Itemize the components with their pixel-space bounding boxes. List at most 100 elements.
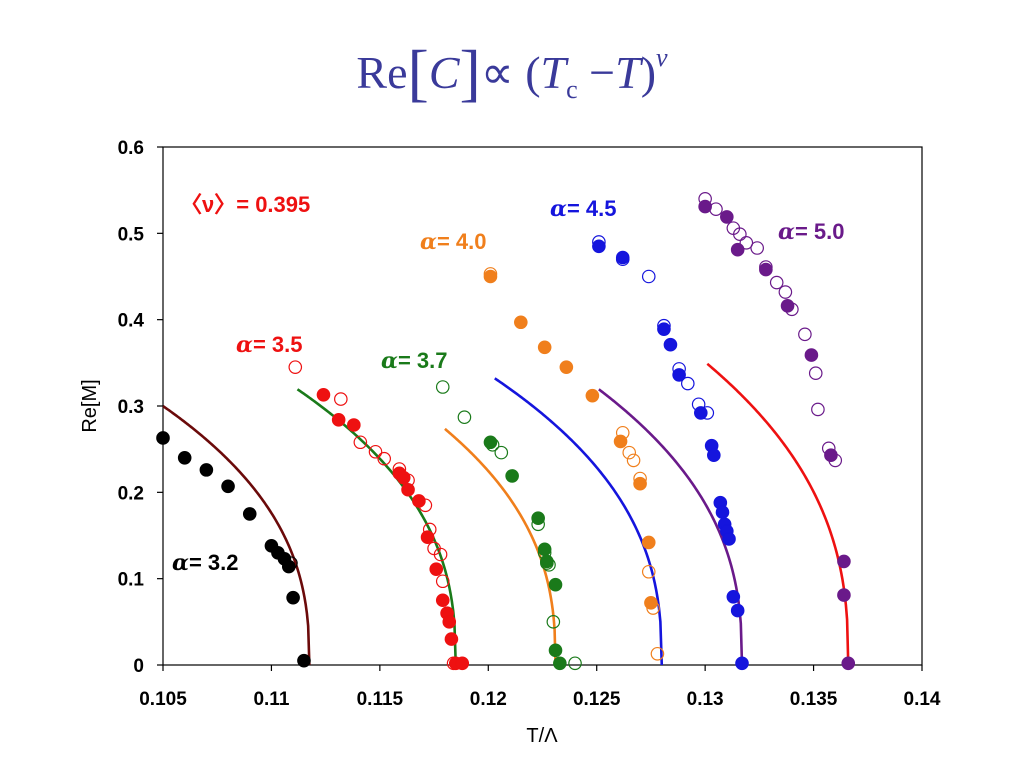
filled-point xyxy=(722,532,736,546)
alpha-value: = 5.0 xyxy=(795,219,845,244)
filled-point xyxy=(199,463,214,477)
open-point xyxy=(622,445,637,460)
filled-point xyxy=(537,340,552,355)
open-point xyxy=(546,615,561,629)
fit-curve xyxy=(494,377,664,666)
y-axis-ticks: 0 0.1 0.2 0.3 0.4 0.5 0.6 xyxy=(118,138,163,677)
filled-point xyxy=(585,388,600,403)
y-tick-label: 0.1 xyxy=(118,570,145,591)
alpha-symbol: α xyxy=(236,332,253,358)
alpha-symbol: α xyxy=(420,229,437,255)
open-point xyxy=(494,445,509,460)
filled-point xyxy=(804,348,819,362)
filled-point xyxy=(615,250,630,265)
filled-point xyxy=(444,632,459,646)
filled-point xyxy=(286,590,300,605)
filled-point xyxy=(531,511,545,526)
filled-point xyxy=(663,337,678,352)
open-point xyxy=(626,453,641,468)
filled-point xyxy=(837,588,851,602)
open-point xyxy=(641,564,656,579)
plot-area xyxy=(162,146,923,666)
alpha-value: = 4.5 xyxy=(567,196,617,221)
x-axis-title: T/Λ xyxy=(526,725,558,747)
filled-point xyxy=(537,542,552,557)
x-tick-label: 0.135 xyxy=(790,689,838,710)
open-point xyxy=(650,646,665,661)
filled-point xyxy=(613,434,628,449)
filled-point xyxy=(412,494,426,508)
filled-point xyxy=(331,413,346,427)
filled-point xyxy=(505,469,519,483)
open-point xyxy=(778,285,793,299)
filled-point xyxy=(540,554,554,569)
open-point xyxy=(377,451,391,466)
filled-point xyxy=(672,368,686,382)
open-point xyxy=(435,574,450,589)
filled-point xyxy=(483,269,498,284)
filled-point xyxy=(730,242,745,257)
title-re: Re xyxy=(356,47,408,98)
y-tick-label: 0 xyxy=(133,656,144,677)
y-tick-label: 0.6 xyxy=(118,138,144,159)
nu-annotation: 〈ν〉= 0.395 xyxy=(180,192,310,217)
filled-point xyxy=(698,199,712,214)
title-t2: T xyxy=(615,47,641,98)
open-point xyxy=(680,376,695,391)
filled-point xyxy=(242,507,257,521)
filled-point xyxy=(707,448,721,463)
open-point xyxy=(750,241,764,255)
open-point xyxy=(808,366,823,380)
series-label: α= 4.0 xyxy=(420,229,486,255)
filled-point xyxy=(548,643,563,658)
filled-point xyxy=(297,653,311,668)
alpha-value: = 3.5 xyxy=(253,332,303,357)
fit-curve xyxy=(296,388,458,666)
series-label: α= 3.7 xyxy=(381,348,447,374)
alpha-value: = 3.2 xyxy=(189,550,239,575)
series-label: α= 3.5 xyxy=(236,332,302,358)
open-point xyxy=(435,380,450,394)
title-minus: − xyxy=(577,47,616,98)
alpha-symbol: α xyxy=(172,550,189,576)
x-tick-label: 0.14 xyxy=(904,689,941,710)
open-point xyxy=(733,227,747,241)
title-bracket-left: [ xyxy=(407,37,429,108)
open-point xyxy=(288,360,303,374)
filled-point xyxy=(633,476,647,491)
filled-point xyxy=(694,406,708,420)
open-point xyxy=(368,444,383,459)
filled-point xyxy=(347,418,361,432)
open-point xyxy=(769,275,784,290)
filled-point xyxy=(548,577,563,592)
open-point xyxy=(568,656,582,671)
filled-point xyxy=(177,450,192,465)
filled-point xyxy=(780,299,795,313)
filled-point xyxy=(644,596,658,610)
filled-point xyxy=(442,615,457,629)
open-point xyxy=(433,547,448,562)
open-point xyxy=(811,402,825,417)
filled-point xyxy=(281,559,296,574)
fit-curves xyxy=(162,362,850,666)
y-tick-label: 0.2 xyxy=(118,483,144,504)
x-tick-label: 0.12 xyxy=(470,689,507,710)
filled-point xyxy=(730,603,745,618)
series-labels: α= 3.2α= 3.5α= 3.7α= 4.0α= 4.5α= 5.0 xyxy=(172,196,844,576)
filled-point xyxy=(514,315,528,330)
filled-point xyxy=(429,562,444,576)
fit-curve xyxy=(598,388,744,666)
filled-point xyxy=(316,387,331,402)
open-point xyxy=(798,327,812,342)
filled-point xyxy=(455,656,470,671)
filled-point xyxy=(592,239,606,254)
filled-point xyxy=(553,656,567,671)
y-tick-label: 0.5 xyxy=(118,224,145,245)
filled-point xyxy=(559,360,574,374)
series-label: α= 3.2 xyxy=(172,550,238,576)
filled-point xyxy=(221,479,235,494)
fit-curve xyxy=(444,427,557,666)
data-points xyxy=(156,192,856,671)
filled-point xyxy=(420,530,435,545)
